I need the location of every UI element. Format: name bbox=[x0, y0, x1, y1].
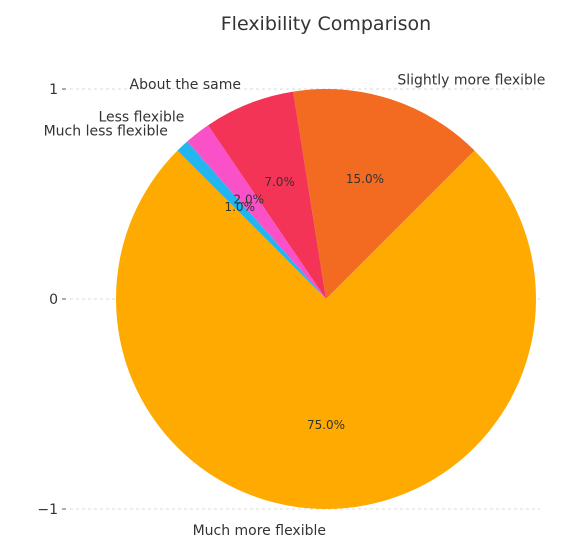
slice-percent-label: 15.0% bbox=[346, 172, 384, 186]
y-tick-label: 0 bbox=[49, 292, 58, 308]
pie-slice-slightly-more-flexible bbox=[293, 89, 475, 299]
pie-slice-much-less-flexible bbox=[177, 141, 326, 299]
y-tick-layer: 1 0 −1 bbox=[37, 82, 66, 518]
slice-layer bbox=[116, 89, 536, 509]
slice-percent-label: 75.0% bbox=[307, 418, 345, 432]
pie-slice-about-the-same bbox=[207, 91, 326, 299]
y-tick-label: −1 bbox=[37, 502, 58, 518]
slice-percent-label: 1.0% bbox=[224, 200, 255, 214]
slice-percent-label: 2.0% bbox=[234, 192, 265, 206]
pie-slice-less-flexible bbox=[187, 125, 326, 299]
slice-category-label: About the same bbox=[130, 77, 241, 93]
slice-category-label: Much more flexible bbox=[193, 523, 326, 536]
pie-slice-much-more-flexible bbox=[116, 150, 536, 509]
chart-title: Flexibility Comparison bbox=[221, 13, 431, 35]
y-tick-label: 1 bbox=[49, 82, 58, 98]
slice-category-label: Slightly more flexible bbox=[397, 72, 545, 88]
pct-label-layer: 75.0% 15.0% 7.0% 2.0%1.0% bbox=[224, 172, 384, 432]
slice-category-label: Much less flexible bbox=[44, 124, 168, 140]
slice-percent-label: 7.0% bbox=[264, 175, 295, 189]
slice-category-label: Less flexible bbox=[98, 109, 184, 125]
outer-label-layer: Much more flexible Slightly more flexible… bbox=[44, 72, 546, 539]
